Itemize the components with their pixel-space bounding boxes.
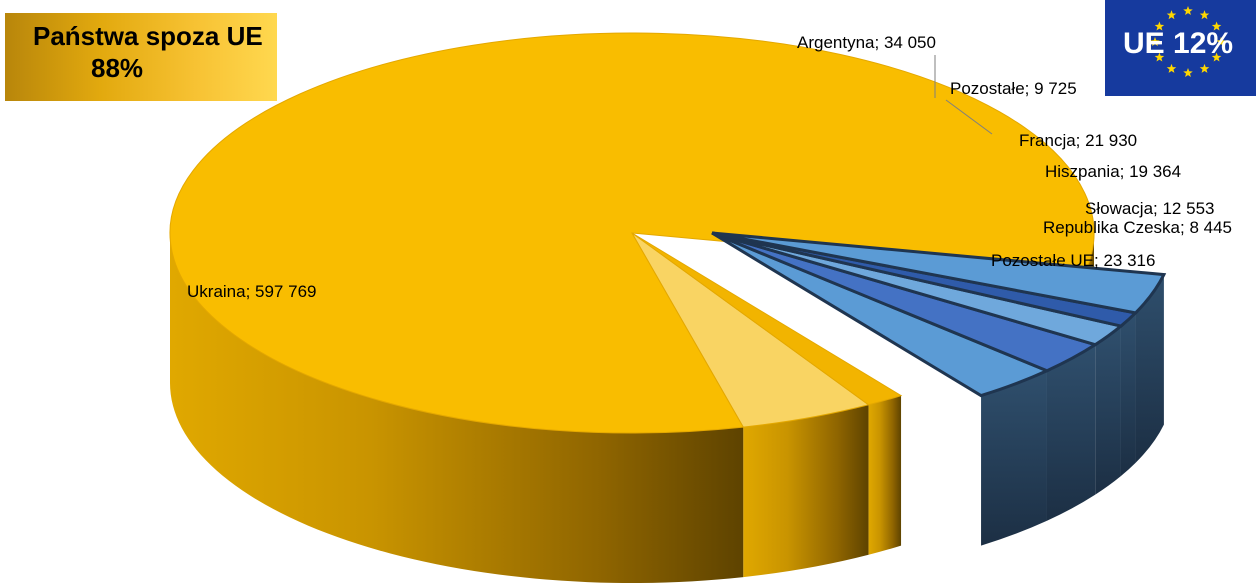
pie-side-słowacja	[1095, 326, 1121, 495]
eu-star-icon	[1211, 21, 1222, 31]
non-eu-badge-label: Państwa spoza UE	[33, 21, 263, 51]
data-label-francja: Francja; 21 930	[1019, 131, 1137, 150]
non-eu-badge-percent: 88%	[91, 53, 144, 83]
pie-side-pozostałe-ue	[1135, 274, 1164, 463]
pie-slice-pozostałe	[631, 232, 903, 406]
eu-star-icon	[1199, 10, 1210, 20]
data-label-pozostałe-ue: Pozostałe UE; 23 316	[991, 251, 1155, 270]
pie-side-argentyna	[743, 404, 869, 578]
pie-side-ukraina	[170, 233, 744, 584]
eu-star-icon	[1211, 52, 1222, 62]
leader-line-pozostale	[945, 99, 993, 135]
eu-badge-text: UE 12%	[1123, 27, 1234, 60]
eu-star-icon	[1216, 37, 1226, 47]
pie-side-francja	[981, 370, 1047, 546]
data-label-ukraina: Ukraina; 597 769	[187, 282, 316, 301]
pie-slice-pozostałe-ue	[711, 231, 1167, 315]
data-label-argentyna: Argentyna; 34 050	[797, 33, 936, 52]
eu-star-icon	[1183, 6, 1193, 16]
pie-side-pozostałe	[868, 395, 902, 555]
eu-star-icon	[1166, 63, 1177, 73]
eu-star-icon	[1154, 21, 1165, 31]
pie-side-hiszpania	[1046, 344, 1096, 521]
non-eu-share-badge: Państwa spoza UE 88%	[5, 13, 277, 101]
eu-flag-stars-icon	[1150, 6, 1226, 78]
pie-side-republika-czeska	[1120, 312, 1136, 477]
eu-star-icon	[1199, 63, 1210, 73]
eu-star-icon	[1183, 68, 1193, 78]
eu-star-icon	[1154, 52, 1165, 62]
eu-star-icon	[1150, 37, 1160, 47]
eu-share-badge: UE 12%	[1105, 0, 1256, 96]
data-label-republika-czeska: Republika Czeska; 8 445	[1043, 218, 1232, 237]
data-label-słowacja: Słowacja; 12 553	[1085, 199, 1214, 218]
data-label-hiszpania: Hiszpania; 19 364	[1045, 162, 1181, 181]
data-label-pozostałe: Pozostałe; 9 725	[950, 79, 1077, 98]
eu-star-icon	[1166, 10, 1177, 20]
